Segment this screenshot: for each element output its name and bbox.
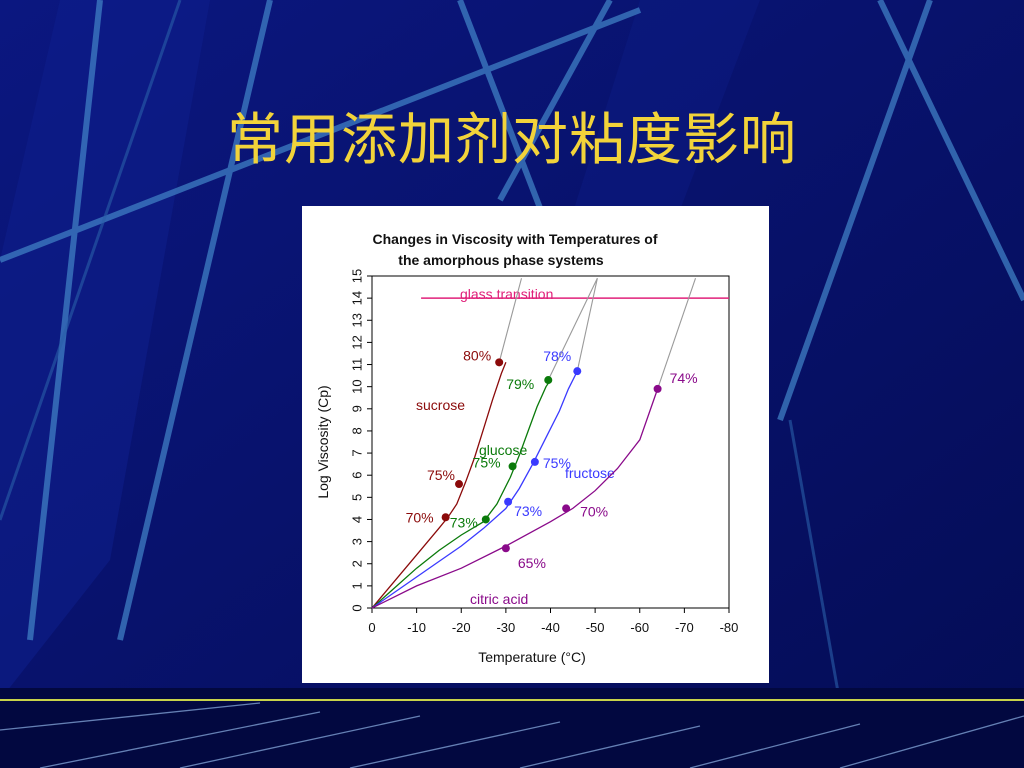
sucrose-series-label: sucrose xyxy=(416,397,465,413)
chart-title-line-2: the amorphous phase systems xyxy=(398,252,604,268)
y-tick-label: 12 xyxy=(350,335,365,349)
x-tick-label: -40 xyxy=(541,620,560,635)
citric-acid-point xyxy=(562,504,571,513)
y-tick-label: 7 xyxy=(350,449,365,456)
plot-area: glass transition 70% 75% 80% sucrose 73% 75% 79… xyxy=(371,277,729,609)
fructose-point xyxy=(530,457,539,466)
sucrose-point xyxy=(495,358,504,367)
glucose-series-label: glucose xyxy=(479,442,527,458)
glucose-point-label: 73% xyxy=(450,514,478,530)
citric-acid-point xyxy=(653,384,662,393)
citric-acid-line xyxy=(371,388,659,609)
x-tick-label: -20 xyxy=(452,620,471,635)
sucrose-point xyxy=(441,513,450,522)
glucose-point xyxy=(544,376,553,385)
glucose-glass-extension xyxy=(547,277,598,381)
chart-panel: Changes in Viscosity with Temperatures o… xyxy=(302,206,769,683)
citric-acid-series-label: citric acid xyxy=(470,591,528,607)
fructose-point-label: 75% xyxy=(543,455,571,471)
citric-acid-glass-extension xyxy=(657,278,697,390)
fructose-point-label: 78% xyxy=(543,348,571,364)
fructose-point xyxy=(504,497,513,506)
glass-transition-label: glass transition xyxy=(460,286,553,302)
x-tick-label: -80 xyxy=(720,620,739,635)
sucrose-glass-extension xyxy=(498,278,523,363)
sucrose-point-label: 70% xyxy=(406,509,434,525)
y-tick-label: 3 xyxy=(350,538,365,545)
fructose-glass-extension xyxy=(576,278,598,372)
y-tick-label: 8 xyxy=(350,427,365,434)
y-tick-label: 14 xyxy=(350,291,365,305)
y-tick-label: 4 xyxy=(350,516,365,523)
x-axis-label: Temperature (°C) xyxy=(478,649,586,665)
y-tick-label: 5 xyxy=(350,494,365,501)
x-tick-label: 0 xyxy=(368,620,375,635)
glucose-point-label: 75% xyxy=(473,454,501,470)
y-tick-label: 9 xyxy=(350,405,365,412)
glucose-point xyxy=(481,515,490,524)
fructose-point-label: 73% xyxy=(514,503,542,519)
fructose-line xyxy=(371,370,578,609)
x-axis: 0 -10 -20 -30 -40 -50 -60 -70 -80 xyxy=(368,608,738,635)
y-tick-label: 6 xyxy=(350,472,365,479)
y-tick-label: 10 xyxy=(350,379,365,393)
chart-title-line-1: Changes in Viscosity with Temperatures o… xyxy=(373,231,658,247)
viscosity-chart: Changes in Viscosity with Temperatures o… xyxy=(315,231,738,665)
x-tick-label: -50 xyxy=(586,620,605,635)
sucrose-point xyxy=(455,480,464,489)
glucose-line xyxy=(371,379,552,609)
sucrose-point-label: 80% xyxy=(463,347,491,363)
sucrose-line xyxy=(371,362,507,609)
citric-acid-point-label: 65% xyxy=(518,555,546,571)
citric-acid-point xyxy=(501,544,510,553)
x-tick-label: -60 xyxy=(630,620,649,635)
y-axis-label: Log Viscosity (Cp) xyxy=(315,385,331,498)
fructose-point xyxy=(573,367,582,376)
slide-title: 常用添加剂对粘度影响 xyxy=(227,108,797,173)
fructose-series-label: fructose xyxy=(565,465,615,481)
y-tick-label: 13 xyxy=(350,313,365,327)
glucose-point-label: 79% xyxy=(506,376,534,392)
x-tick-label: -10 xyxy=(407,620,426,635)
plot-frame xyxy=(371,275,730,609)
x-tick-label: -30 xyxy=(496,620,515,635)
y-tick-label: 0 xyxy=(350,604,365,611)
y-tick-label: 1 xyxy=(350,582,365,589)
y-tick-label: 11 xyxy=(350,358,365,372)
sucrose-point-label: 75% xyxy=(427,467,455,483)
citric-acid-point-label: 74% xyxy=(670,370,698,386)
citric-acid-point-label: 70% xyxy=(580,503,608,519)
glucose-point xyxy=(508,462,517,471)
y-tick-label: 2 xyxy=(350,560,365,567)
y-tick-label: 15 xyxy=(350,269,365,283)
x-tick-label: -70 xyxy=(675,620,694,635)
